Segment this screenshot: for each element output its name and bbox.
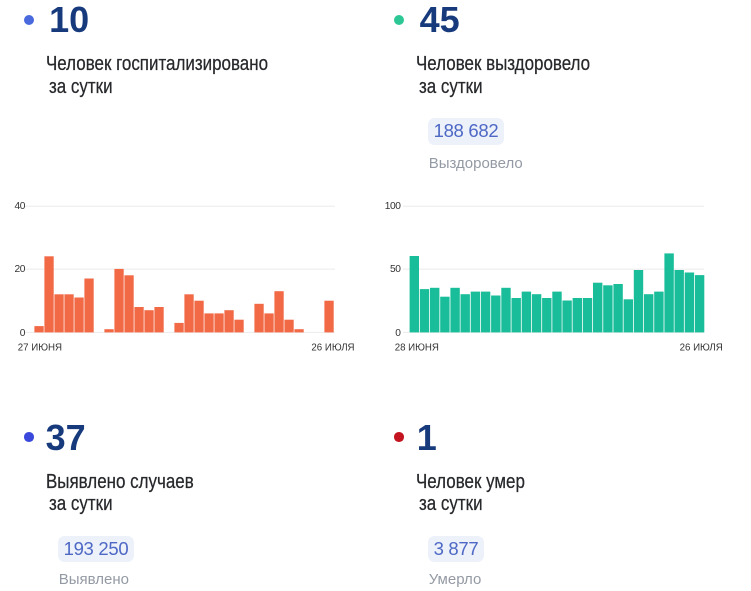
svg-text:28 ИЮНЯ: 28 ИЮНЯ [395,343,439,354]
svg-text:26 ИЮЛЯ: 26 ИЮЛЯ [311,343,354,354]
svg-text:26 ИЮЛЯ: 26 ИЮЛЯ [680,343,723,354]
svg-text:20: 20 [14,264,25,275]
svg-text:100: 100 [385,201,402,212]
svg-text:50: 50 [390,264,401,275]
svg-text:27 ИЮНЯ: 27 ИЮНЯ [18,343,62,354]
svg-text:0: 0 [20,328,26,339]
svg-text:40: 40 [14,201,25,212]
svg-text:0: 0 [395,328,401,339]
